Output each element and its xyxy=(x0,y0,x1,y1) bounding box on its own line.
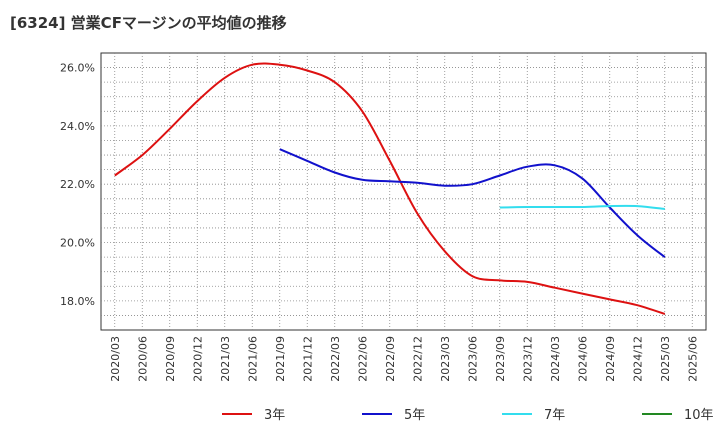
x-tick-label: 2025/06 xyxy=(686,336,699,382)
y-tick-label: 18.0% xyxy=(60,295,95,308)
x-tick-label: 2021/03 xyxy=(219,336,232,382)
x-axis-ticks: 2020/03 2020/06 2020/09 2020/12 2021/03 2021/… xyxy=(109,336,700,382)
x-tick-label: 2024/06 xyxy=(576,336,589,382)
x-tick-label: 2022/06 xyxy=(356,336,369,382)
x-tick-label: 2024/12 xyxy=(631,336,644,382)
x-tick-label: 2020/03 xyxy=(109,336,122,382)
y-tick-label: 26.0% xyxy=(60,62,95,75)
series-line-2 xyxy=(279,148,666,258)
x-tick-label: 2023/03 xyxy=(439,336,452,382)
x-tick-label: 2021/12 xyxy=(301,336,314,382)
legend: 3年 5年 7年 10年 xyxy=(222,408,714,423)
x-tick-label: 2022/09 xyxy=(384,336,397,382)
grid-lines xyxy=(101,53,706,330)
series-line-3 xyxy=(499,204,665,210)
legend-label: 7年 xyxy=(544,408,565,423)
x-tick-label: 2023/06 xyxy=(466,336,479,382)
x-tick-label: 2021/06 xyxy=(246,336,259,382)
legend-label: 5年 xyxy=(404,408,425,423)
legend-label: 10年 xyxy=(684,408,714,423)
x-tick-label: 2025/03 xyxy=(659,336,672,382)
x-tick-label: 2022/03 xyxy=(329,336,342,382)
legend-label: 3年 xyxy=(264,408,285,423)
x-tick-label: 2024/03 xyxy=(549,336,562,382)
x-tick-label: 2023/12 xyxy=(521,336,534,382)
plot-area xyxy=(100,52,707,331)
x-tick-label: 2023/09 xyxy=(494,336,507,382)
series-line-1 xyxy=(114,62,666,315)
x-tick-label: 2020/06 xyxy=(136,336,149,382)
x-tick-label: 2022/12 xyxy=(411,336,424,382)
chart-title: [6324] 営業CFマージンの平均値の推移 xyxy=(10,14,287,32)
y-tick-label: 22.0% xyxy=(60,178,95,191)
x-tick-label: 2024/09 xyxy=(604,336,617,382)
y-tick-label: 24.0% xyxy=(60,120,95,133)
x-tick-label: 2020/09 xyxy=(164,336,177,382)
y-tick-label: 20.0% xyxy=(60,237,95,250)
series-lines xyxy=(114,62,666,315)
y-axis-ticks: 18.0% 20.0% 22.0% 24.0% 26.0% xyxy=(60,62,95,308)
x-tick-label: 2021/09 xyxy=(274,336,287,382)
x-tick-label: 2020/12 xyxy=(191,336,204,382)
